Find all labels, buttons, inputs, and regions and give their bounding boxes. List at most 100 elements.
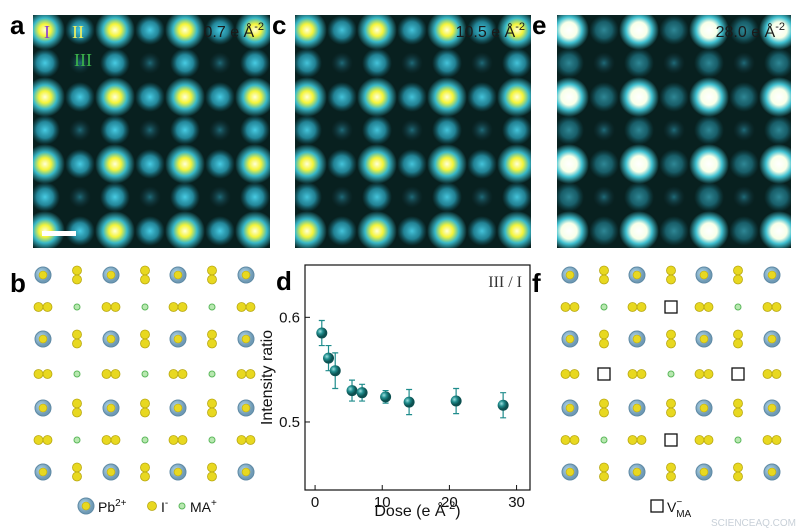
pb-core [565,403,575,413]
atom-column [69,119,91,141]
atom-column [502,182,531,212]
i-atom [636,302,647,312]
atom-column [467,216,497,246]
atom-column [305,278,345,318]
atom-column [235,211,270,248]
i-atom [72,329,82,340]
ma-molecule [73,303,81,311]
atom-column [397,15,427,45]
i-atom [207,398,217,409]
atom-column [729,82,759,112]
x-axis-label-text: Dose (e Å [374,501,445,520]
atom-column [349,0,371,7]
x-axis-label-end: ) [455,503,460,520]
atom-column [467,149,497,179]
data-point [403,396,415,408]
atom-column [557,182,584,212]
i-atom [33,435,44,445]
atom-column [327,15,357,45]
pb-core [241,334,251,344]
atom-column [222,0,252,11]
pb-core [241,467,251,477]
atom-column [135,283,165,313]
atom-column [401,253,423,275]
atom-column [663,52,685,74]
atom-column [733,186,755,208]
i-atom [177,369,188,379]
atom-column [557,115,584,145]
i-atom [560,435,571,445]
i-atom [771,435,782,445]
pb-core [173,403,183,413]
i-atom [560,302,571,312]
dose-exponent: -2 [254,21,264,33]
i-atom [599,274,609,285]
data-point [346,385,358,397]
i-atom [245,369,256,379]
atom-column [733,52,755,74]
pb-core [699,270,709,280]
i-atom [140,398,150,409]
pb-core [38,467,48,477]
atom-column [593,0,615,7]
dose-exponent: -2 [515,21,525,33]
i-atom [703,435,714,445]
legend-label: V− MA [667,497,692,520]
atom-column [401,119,423,141]
i-atom [236,369,247,379]
atom-column [0,119,21,141]
legend-sup: - [165,498,168,509]
atom-column [357,144,397,184]
atom-column [357,77,397,117]
legend-label: MA+ [190,498,217,515]
atom-column [235,15,270,50]
vacancy [650,499,664,513]
atom-column [95,278,135,318]
i-atom [666,407,676,418]
atom-column [502,48,531,78]
atom-column [557,144,589,184]
atom-column [694,182,724,212]
atom-column [362,316,392,346]
atom-column [619,278,659,318]
atom-column [362,0,392,11]
atom-column [69,0,91,7]
pb-core [106,403,116,413]
atom-column [292,249,322,279]
atom-column [471,0,493,7]
atom-column [541,253,563,275]
atom-column [759,278,799,318]
chart: 0 10 20 30 0.5 0.6 III / I Dose (e Å-2) Intensit… [259,264,531,520]
dose-label: 28.0 e Å-2 [716,21,785,41]
atom-column [659,149,689,179]
i-atom [207,462,217,473]
atom-column [345,283,375,313]
legend-text: V [667,499,677,515]
pb-core [241,270,251,280]
atom-column [33,211,65,248]
ma-molecule [141,370,149,378]
atom-column [362,48,392,78]
i-atom [207,274,217,285]
atom-column [689,77,729,117]
i-atom [733,462,743,473]
atom-column [69,186,91,208]
i-atom [733,274,743,285]
pb-core [81,501,91,511]
i-atom [560,369,571,379]
atom-column [694,48,724,78]
i-atom [207,338,217,349]
i-atom [694,369,705,379]
atom-column [549,278,589,318]
dose-value: 28.0 e Å [716,22,776,41]
atom-column [295,77,327,117]
atom-column [165,211,205,248]
atom-column [33,77,65,117]
panel-label: b [10,268,26,298]
atom-column [310,0,340,11]
atom-column [619,77,659,117]
pb-core [106,270,116,280]
i-atom [599,265,609,276]
atom-column [279,0,301,7]
atom-column [33,48,60,78]
